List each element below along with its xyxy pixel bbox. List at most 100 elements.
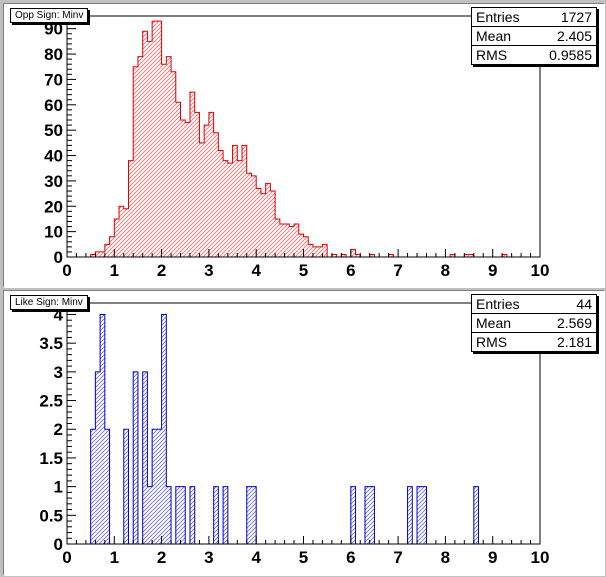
top-bar — [322, 244, 328, 257]
top-bar — [256, 188, 261, 257]
top-bar — [450, 254, 455, 257]
top-bar — [114, 218, 120, 257]
bottom-bar — [147, 486, 153, 544]
bottom-bar — [142, 371, 148, 544]
bottom-bars — [90, 314, 479, 544]
top-bar — [469, 254, 474, 257]
bottom-bar — [364, 486, 370, 544]
bottom-bar — [180, 486, 186, 544]
top-x-tick-label: 3 — [204, 261, 213, 280]
top-bar — [152, 21, 157, 257]
top-stats-mean-value: 2.405 — [556, 28, 592, 44]
top-y-tick-label: 60 — [44, 96, 63, 115]
top-bar — [294, 224, 299, 257]
top-stats-entries-row: Entries 1727 — [472, 8, 596, 27]
top-bar — [242, 145, 247, 257]
top-bar — [161, 64, 167, 257]
top-bar — [128, 160, 134, 257]
top-y-tick-label: 10 — [44, 223, 63, 242]
top-bar — [123, 208, 129, 257]
top-x-tick-label: 7 — [393, 261, 402, 280]
bottom-bar — [175, 486, 181, 544]
top-stats-box: Entries 1727 Mean 2.405 RMS 0.9585 — [471, 7, 597, 65]
bottom-bar — [90, 429, 96, 544]
top-stats-mean-row: Mean 2.405 — [472, 27, 596, 46]
top-y-tick-label: 20 — [44, 197, 63, 216]
bottom-x-tick-label: 6 — [346, 548, 355, 567]
top-bar — [279, 224, 285, 257]
top-bar — [308, 244, 313, 257]
bottom-bar — [104, 429, 110, 544]
bottom-y-tick-label: 2 — [54, 420, 63, 439]
bottom-bar — [213, 486, 219, 544]
top-bar — [265, 183, 271, 257]
top-x-tick-label: 5 — [299, 261, 308, 280]
bottom-x-tick-label: 10 — [531, 548, 550, 567]
bottom-bar — [369, 486, 375, 544]
bottom-bar — [100, 314, 105, 544]
bottom-bar — [189, 486, 195, 544]
top-bar — [303, 236, 309, 257]
top-stats-entries-label: Entries — [476, 9, 520, 25]
top-x-tick-label: 2 — [157, 261, 166, 280]
bottom-bar — [156, 429, 162, 544]
top-bar — [95, 251, 101, 257]
bottom-bar — [246, 486, 252, 544]
top-x-tick-label: 10 — [531, 261, 550, 280]
top-bar — [251, 175, 257, 257]
bottom-y-tick-label: 3 — [54, 363, 63, 382]
top-stats-rms-value: 0.9585 — [549, 47, 592, 63]
top-bar — [213, 132, 219, 257]
top-bar — [388, 254, 394, 257]
bottom-bar — [166, 486, 172, 544]
top-x-tick-label: 9 — [488, 261, 497, 280]
top-bar — [464, 254, 470, 257]
top-bar — [218, 150, 224, 257]
top-bar — [104, 244, 110, 257]
top-stats-rms-label: RMS — [476, 47, 508, 63]
top-bar — [142, 31, 148, 257]
top-bar — [270, 191, 276, 257]
bottom-bar — [421, 486, 427, 544]
top-y-tick-label: 40 — [44, 147, 63, 166]
top-bar — [147, 41, 153, 257]
top-x-tick-label: 0 — [62, 261, 71, 280]
top-bar — [180, 120, 186, 257]
bottom-bar — [473, 486, 479, 544]
bottom-x-tick-label: 5 — [299, 548, 308, 567]
top-bar — [185, 122, 190, 258]
top-bar — [166, 56, 172, 257]
top-bar — [227, 163, 233, 257]
top-bar — [260, 193, 266, 257]
top-bar — [237, 160, 243, 257]
top-y-tick-label: 80 — [44, 45, 63, 64]
bottom-stats-mean-label: Mean — [476, 315, 512, 331]
bottom-x-tick-label: 9 — [488, 548, 497, 567]
top-bar — [341, 254, 347, 257]
bottom-y-tick-label: 1 — [54, 478, 63, 497]
bottom-bar — [95, 371, 101, 544]
top-stats-mean-label: Mean — [476, 28, 512, 44]
top-bar — [369, 254, 375, 257]
top-bar — [90, 254, 96, 257]
top-bar — [223, 160, 228, 257]
top-stats-rms-row: RMS 0.9585 — [472, 46, 596, 64]
top-bar — [208, 112, 214, 258]
bottom-stats-entries-label: Entries — [476, 296, 520, 312]
top-bar — [246, 173, 252, 257]
bottom-y-tick-label: 1.5 — [39, 449, 63, 468]
bottom-bar — [350, 486, 356, 544]
bottom-y-tick-label: 3.5 — [39, 334, 63, 353]
top-stats-entries-value: 1727 — [560, 9, 592, 25]
top-bar — [289, 226, 295, 257]
top-bar — [100, 251, 105, 257]
bottom-stats-mean-row: Mean 2.569 — [472, 314, 596, 333]
bottom-stats-rms-row: RMS 2.181 — [472, 333, 596, 351]
top-bar — [189, 92, 195, 258]
bottom-stats-rms-value: 2.181 — [556, 334, 592, 350]
top-histogram-pad: 0 1 2 3 4 5 6 7 8 9 10 0 10 20 30 40 50 60 70 80 90 Opp Sign… — [3, 3, 605, 288]
top-y-tick-label: 50 — [44, 121, 63, 140]
top-bar — [199, 142, 205, 257]
top-bar — [502, 254, 507, 257]
top-bar — [137, 56, 143, 257]
